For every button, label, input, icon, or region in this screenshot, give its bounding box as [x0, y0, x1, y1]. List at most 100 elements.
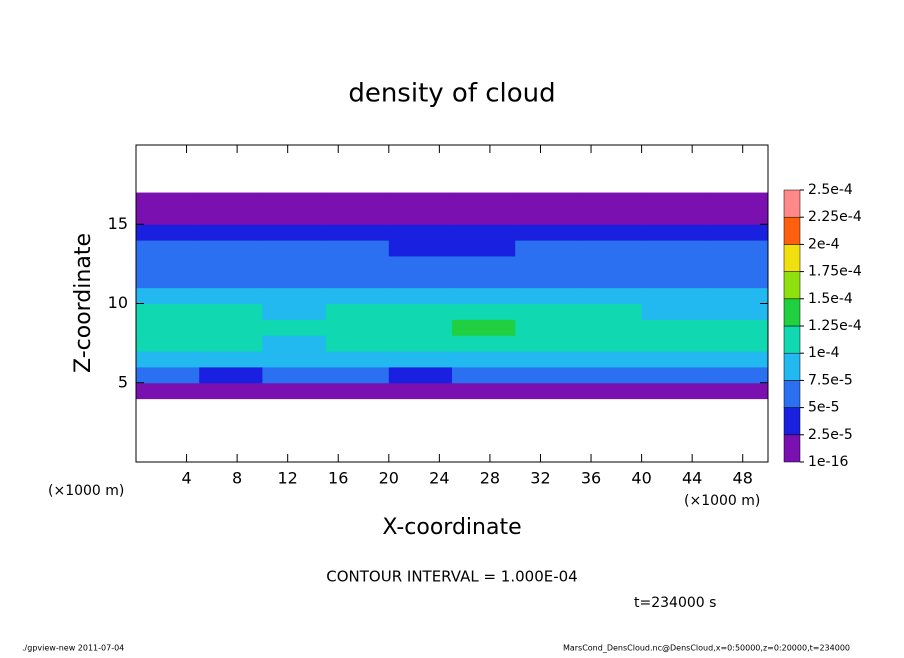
heat-cell	[515, 335, 579, 352]
heat-cell	[262, 303, 327, 320]
x-tick-label: 44	[682, 469, 702, 488]
heat-cell	[136, 335, 200, 352]
colorbar-swatch	[783, 271, 801, 300]
heat-cell	[578, 240, 643, 257]
heat-cell	[136, 382, 200, 400]
heat-cell	[452, 192, 516, 209]
colorbar-label: 2.5e-4	[808, 182, 853, 198]
heat-cell	[452, 255, 516, 273]
heat-cell	[388, 319, 453, 336]
heat-cell	[136, 351, 200, 368]
heat-cell	[262, 335, 327, 352]
heat-cell	[641, 287, 706, 304]
heat-cell	[262, 255, 327, 273]
heat-cell	[325, 240, 390, 257]
heat-cell	[262, 208, 327, 225]
x-tick-label: 32	[530, 469, 550, 488]
heat-cell	[199, 255, 263, 273]
heat-cell	[641, 351, 706, 368]
colorbar-label: 2.25e-4	[808, 209, 862, 225]
x-tick-label: 48	[733, 469, 753, 488]
heat-cell	[578, 382, 643, 400]
heat-cell	[515, 208, 579, 225]
colorbar-label: 1e-4	[808, 345, 840, 361]
heat-cell	[388, 271, 453, 289]
heat-cell	[704, 255, 769, 273]
heat-cell	[388, 255, 453, 273]
colorbar-label: 2.5e-5	[808, 427, 853, 443]
heat-cell	[262, 287, 327, 304]
heat-cell	[515, 319, 579, 336]
heat-cell	[515, 287, 579, 304]
heat-cell	[136, 366, 200, 384]
colorbar-label: 7.5e-5	[808, 372, 853, 388]
heat-cell	[452, 224, 516, 241]
heat-cell	[199, 240, 263, 257]
heat-cell	[262, 351, 327, 368]
heat-cell	[452, 271, 516, 289]
heat-cell	[325, 255, 390, 273]
heat-cell	[388, 335, 453, 352]
heat-cell	[452, 240, 516, 257]
x-tick-label: 12	[278, 469, 298, 488]
x-tick-label: 28	[480, 469, 500, 488]
footer-right: MarsCond_DensCloud.nc@DensCloud,x=0:5000…	[563, 644, 850, 653]
heat-cell	[325, 192, 390, 209]
heat-cell	[704, 224, 769, 241]
heat-cell	[199, 335, 263, 352]
time-note: t=234000 s	[634, 595, 716, 611]
heat-cell	[199, 271, 263, 289]
heat-cell	[199, 319, 263, 336]
heat-cell	[578, 255, 643, 273]
heat-cell	[199, 366, 263, 384]
heat-cell	[262, 224, 327, 241]
heat-cell	[388, 240, 453, 257]
heat-cell	[641, 366, 706, 384]
heat-cell	[515, 382, 579, 400]
colorbar-label: 1.5e-4	[808, 291, 853, 307]
contour-note: CONTOUR INTERVAL = 1.000E-04	[326, 568, 577, 586]
heat-cell	[641, 224, 706, 241]
heat-cell	[704, 351, 769, 368]
heat-cell	[136, 208, 200, 225]
colorbar-swatch	[783, 325, 801, 354]
heat-cell	[325, 287, 390, 304]
heat-cell	[515, 303, 579, 320]
heat-cell	[262, 382, 327, 400]
heat-cell	[704, 382, 769, 400]
heat-cell	[199, 224, 263, 241]
heat-cell	[388, 287, 453, 304]
heat-cell	[262, 319, 327, 336]
heat-cell	[704, 271, 769, 289]
heat-cell	[136, 255, 200, 273]
colorbar-swatch	[783, 352, 801, 381]
heat-cell	[262, 271, 327, 289]
heat-cell	[325, 208, 390, 225]
x-unit-label: (×1000 m)	[684, 493, 760, 509]
heat-cell	[641, 271, 706, 289]
heat-cell	[136, 240, 200, 257]
heat-cell	[578, 366, 643, 384]
heat-cell	[136, 319, 200, 336]
heat-cell	[704, 319, 769, 336]
heat-cell	[388, 224, 453, 241]
heat-cell	[325, 382, 390, 400]
heat-cell	[388, 192, 453, 209]
y-axis-label: Z-coordinate	[71, 233, 96, 373]
colorbar-label: 1.25e-4	[808, 318, 862, 334]
heat-cell	[578, 335, 643, 352]
heat-cell	[388, 303, 453, 320]
heat-cell	[578, 271, 643, 289]
heat-cell	[578, 208, 643, 225]
colorbar-swatch	[783, 298, 801, 327]
heat-cell	[325, 271, 390, 289]
heat-cell	[578, 351, 643, 368]
heat-cell	[452, 208, 516, 225]
heat-cell	[641, 240, 706, 257]
heat-cell	[578, 192, 643, 209]
y-tick-label: 10	[108, 293, 128, 312]
heat-cell	[136, 271, 200, 289]
heat-cell	[578, 319, 643, 336]
heat-cell	[704, 208, 769, 225]
